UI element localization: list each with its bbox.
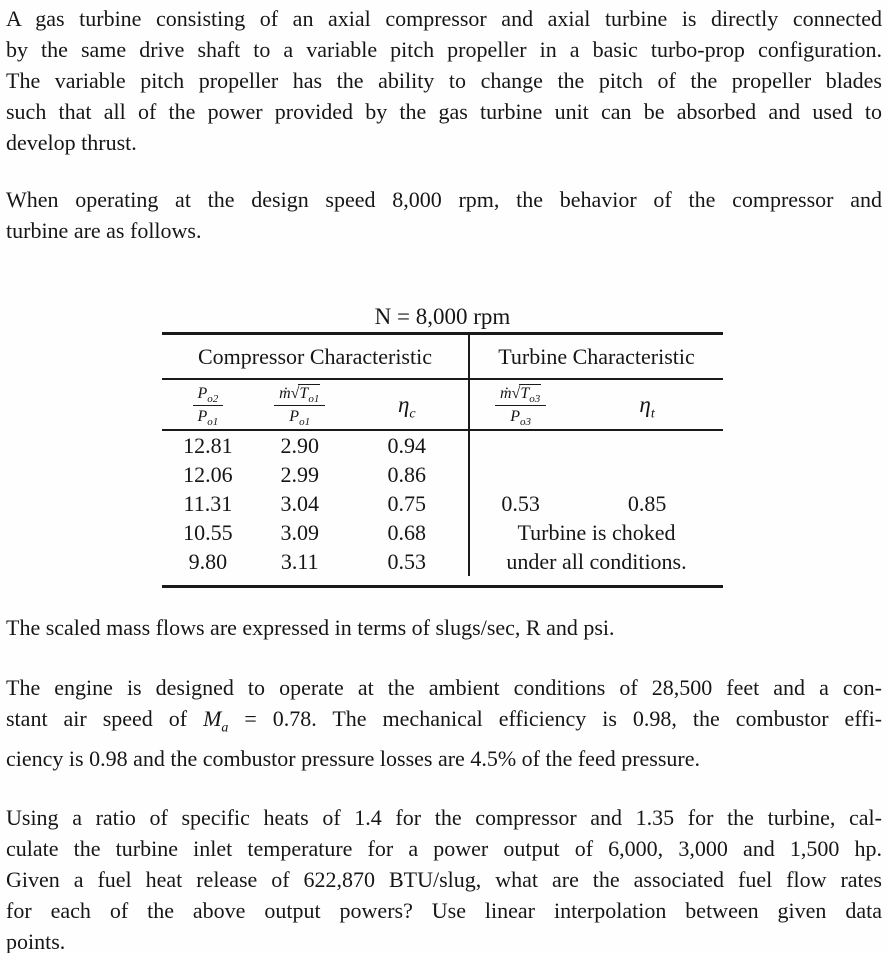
table-cell: 0.85 <box>627 491 667 516</box>
compressor-data: 12.81 2.90 0.94 12.06 2.99 0.86 11.31 3.… <box>162 431 468 576</box>
table-body: 12.81 2.90 0.94 12.06 2.99 0.86 11.31 3.… <box>162 431 723 585</box>
paragraph-line: The engine is designed to operate at the… <box>6 675 882 700</box>
table-cell: 12.81 <box>183 433 233 458</box>
table-cell: 0.86 <box>387 462 427 487</box>
paragraph-line: Given a fuel heat release of 622,870 BTU… <box>6 867 882 893</box>
paragraph-line: develop thrust. <box>6 130 137 155</box>
paragraph-units: The scaled mass flows are expressed in t… <box>6 612 882 643</box>
table-rule-mid1 <box>162 378 723 380</box>
paragraph-line: by the same drive shaft to a variable pi… <box>6 37 882 62</box>
table-cell: 9.80 <box>188 549 228 574</box>
table-cell: 0.94 <box>387 433 427 458</box>
table-row: 10.55 3.09 0.68 <box>162 518 468 547</box>
empty-cell <box>470 431 723 460</box>
table-cell: 0.53 <box>387 549 427 574</box>
table-row: 11.31 3.04 0.75 <box>162 489 468 518</box>
math-pressure-ratio: Po2 Po1 <box>192 384 224 427</box>
table-cell: 2.90 <box>280 433 319 458</box>
section-header-turbine: Turbine Characteristic <box>468 335 723 378</box>
paragraph-design-conditions: The engine is designed to operate at the… <box>6 672 882 774</box>
table-title: N = 8,000 rpm <box>374 304 511 329</box>
table-row: 12.81 2.90 0.94 <box>162 431 468 460</box>
table-section-header-row: Compressor Characteristic Turbine Charac… <box>162 335 723 378</box>
table-row: 9.80 3.11 0.53 <box>162 547 468 576</box>
turbine-choked-note: under all conditions. <box>506 549 687 574</box>
paragraph-line: for each of the above output powers? Use… <box>6 898 882 924</box>
math-scaled-massflow-compressor: ṁ√To1 Po1 <box>274 383 326 428</box>
table-rule-bottom <box>162 585 723 588</box>
paragraph-line: The variable pitch propeller has the abi… <box>6 68 882 93</box>
table-rule-top <box>162 332 723 335</box>
compressor-column-headers: Po2 Po1 ṁ√To1 Po1 ηc <box>162 380 468 429</box>
table-row: 0.53 0.85 <box>470 489 723 518</box>
math-eta-compressor: ηc <box>397 391 416 422</box>
table-cell: 0.68 <box>387 520 427 545</box>
table-cell: 0.53 <box>501 491 540 516</box>
table-column-header-row: Po2 Po1 ṁ√To1 Po1 ηc ṁ√To3 Po3 ηt <box>162 380 723 429</box>
section-header-compressor: Compressor Characteristic <box>198 343 432 369</box>
empty-cell <box>470 460 723 489</box>
paragraph-line: A gas turbine consisting of an axial com… <box>6 6 882 31</box>
paragraph-intro: A gas turbine consisting of an axial com… <box>6 3 882 158</box>
paragraph-operating-speed: When operating at the design speed 8,000… <box>6 184 882 246</box>
turbine-choked-note: Turbine is choked <box>517 520 676 545</box>
turbine-column-headers: ṁ√To3 Po3 ηt <box>468 380 723 429</box>
table-cell: 3.04 <box>280 491 319 516</box>
table-cell: 3.11 <box>280 549 319 574</box>
table-cell: 3.09 <box>280 520 319 545</box>
paragraph-line: points. <box>6 929 66 953</box>
paragraph-question: Using a ratio of specific heats of 1.4 f… <box>6 802 882 953</box>
table-cell: 2.99 <box>280 462 319 487</box>
table-row: 12.06 2.99 0.86 <box>162 460 468 489</box>
paragraph-line: culate the turbine inlet temperature for… <box>6 836 882 862</box>
table-rule-mid2 <box>162 429 723 431</box>
paragraph-line: such that all of the power provided by t… <box>6 99 882 124</box>
paragraph-line: The scaled mass flows are expressed in t… <box>6 615 615 640</box>
table-cell: 11.31 <box>183 491 233 516</box>
table-cell: 12.06 <box>183 462 233 487</box>
paragraph-line: turbine are as follows. <box>6 218 202 243</box>
turbine-data: 0.53 0.85 Turbine is choked under all co… <box>468 431 723 576</box>
paragraph-line: stant air speed of Ma = 0.78. The mechan… <box>6 706 883 736</box>
characteristics-table: N = 8,000 rpm Compressor Characteristic … <box>162 302 723 588</box>
table-cell: 0.75 <box>387 491 427 516</box>
paragraph-line: Using a ratio of specific heats of 1.4 f… <box>6 805 882 831</box>
math-eta-turbine: ηt <box>639 391 655 422</box>
math-scaled-massflow-turbine: ṁ√To3 Po3 <box>494 383 547 428</box>
paragraph-line: When operating at the design speed 8,000… <box>6 187 882 212</box>
paragraph-line: ciency is 0.98 and the combustor pressur… <box>6 746 701 772</box>
math-mach-number: M <box>203 706 222 731</box>
table-cell: 10.55 <box>183 520 233 545</box>
